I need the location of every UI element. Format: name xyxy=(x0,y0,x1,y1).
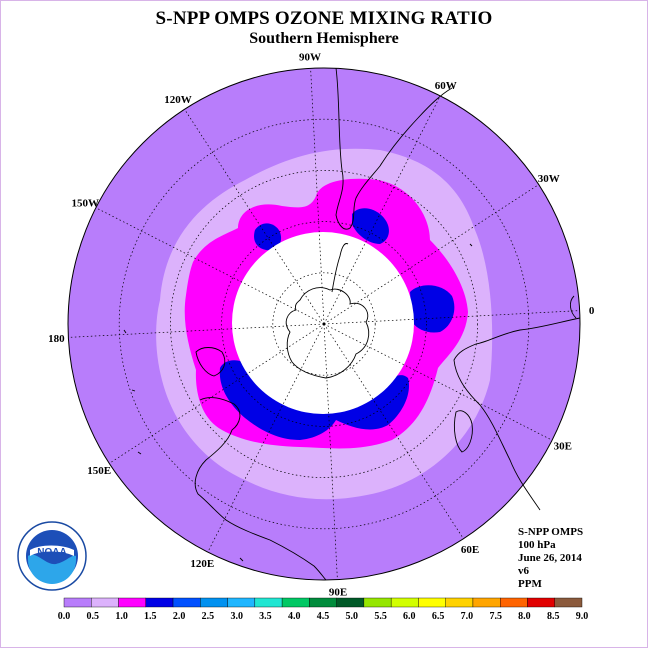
meridian-line xyxy=(323,310,580,325)
colorbar-tick-label: 5.0 xyxy=(346,611,359,622)
meridian-line xyxy=(323,323,464,539)
colorbar-box xyxy=(336,597,365,608)
longitude-label: 0 xyxy=(589,305,595,317)
colorbar-tick-label: 1.5 xyxy=(144,611,157,622)
colorbar-box xyxy=(390,597,419,608)
info-version: v6 xyxy=(518,565,529,577)
meridian-line xyxy=(68,323,325,338)
map-subtitle: Southern Hemisphere xyxy=(249,30,399,47)
colorbar-box xyxy=(227,597,256,608)
south-pole-marker xyxy=(322,322,326,326)
latitude-circle xyxy=(221,221,427,427)
meridian-line xyxy=(310,68,325,325)
colorbar-tick-label: 9.0 xyxy=(576,611,589,622)
colorbar-tick-label: 5.5 xyxy=(374,611,387,622)
coastline-antarctica xyxy=(285,287,370,379)
colorbar-box xyxy=(472,597,501,608)
colorbar-box xyxy=(172,597,201,608)
colorbar-box xyxy=(281,597,310,608)
info-units: PPM xyxy=(518,578,542,590)
colorbar-tick-label: 7.0 xyxy=(461,611,474,622)
product-info: S-NPP OMPS 100 hPa June 26, 2014 v6 PPM xyxy=(518,526,583,591)
coastline-islands xyxy=(123,243,473,562)
colorbar-tick-label: 4.5 xyxy=(317,611,330,622)
colorbar-tick-label: 6.5 xyxy=(432,611,445,622)
longitude-label: 150E xyxy=(87,465,111,477)
colorbar-tick-label: 7.5 xyxy=(489,611,502,622)
meridian-line xyxy=(109,323,325,464)
coastline-south-africa-tip xyxy=(569,295,577,319)
meridian-line xyxy=(323,184,539,325)
coastline-madagascar xyxy=(453,410,473,453)
colorbar-tick-label: 4.0 xyxy=(288,611,301,622)
colorbar-box xyxy=(118,597,146,608)
noaa-logo-text: NOAA xyxy=(37,547,66,558)
colorbar-tick-label: 3.0 xyxy=(230,611,243,622)
colorbar-tick-label: 2.5 xyxy=(202,611,215,622)
colorbar-box xyxy=(63,597,92,608)
longitude-label: 30W xyxy=(538,173,560,185)
noaa-logo: NOAA xyxy=(17,521,87,591)
colorbar-box xyxy=(145,597,174,608)
colorbar-box xyxy=(254,597,283,608)
info-level: 100 hPa xyxy=(518,539,556,551)
longitude-label: 120W xyxy=(164,94,192,106)
coastline-africa xyxy=(453,317,581,511)
colorbar-box xyxy=(445,597,474,608)
longitude-label: 60W xyxy=(435,80,457,92)
graticule xyxy=(68,68,580,580)
coastline-new-zealand xyxy=(195,347,226,377)
latitude-circle xyxy=(170,170,478,478)
colorbar-box xyxy=(418,597,446,608)
meridian-line xyxy=(207,323,325,553)
colorbar-labels: 0.0 0.5 1.0 1.5 2.0 2.5 3.0 3.5 4.0 4.5 5.0 5.5 6.0 6… xyxy=(58,611,589,622)
meridian-line xyxy=(323,95,441,325)
longitude-labels: 90W 60W 30W 0 30E 60E 90E 120E 150E 180 150W 120W xyxy=(48,51,595,598)
colorbar-tick-label: 8.5 xyxy=(547,611,560,622)
longitude-label: 30E xyxy=(554,441,572,453)
colorbar-box xyxy=(363,597,392,608)
colorbar-box xyxy=(554,597,583,608)
colorbar-tick-label: 0.5 xyxy=(87,611,100,622)
colorbar-tick-label: 0.0 xyxy=(58,611,71,622)
latitude-circle xyxy=(118,118,530,530)
coastlines xyxy=(123,67,581,581)
meridian-line xyxy=(184,109,325,325)
colorbar-boxes xyxy=(63,597,583,608)
latitude-circle xyxy=(272,272,376,376)
colorbar-box xyxy=(527,597,555,608)
map-boundary xyxy=(67,67,581,581)
colorbar-box xyxy=(500,597,528,608)
colorbar-tick-label: 6.0 xyxy=(403,611,416,622)
colorbar-box xyxy=(309,597,337,608)
contour-1-5-to-2-0-east xyxy=(410,285,455,333)
longitude-label: 60E xyxy=(461,544,479,556)
meridian-line xyxy=(323,323,338,580)
map-title: S-NPP OMPS OZONE MIXING RATIO xyxy=(155,8,493,29)
coastline-australia xyxy=(194,397,327,581)
longitude-label: 90E xyxy=(329,587,347,599)
meridian-line xyxy=(95,207,325,325)
meridian-line xyxy=(323,323,553,441)
colorbar-tick-label: 8.0 xyxy=(518,611,531,622)
contour-1-5-to-2-0-north xyxy=(352,208,389,244)
colorbar-tick-label: 1.0 xyxy=(115,611,128,622)
longitude-label: 180 xyxy=(48,333,65,345)
coastline-antarctic-peninsula xyxy=(331,243,349,293)
info-product: S-NPP OMPS xyxy=(518,526,584,538)
longitude-label: 90W xyxy=(299,51,321,63)
colorbar-tick-label: 3.5 xyxy=(259,611,272,622)
coastline-south-america xyxy=(335,67,453,230)
info-date: June 26, 2014 xyxy=(518,552,582,564)
longitude-label: 120E xyxy=(190,558,214,570)
contour-1-5-to-2-0-west xyxy=(254,223,282,251)
colorbar-tick-label: 2.0 xyxy=(173,611,186,622)
longitude-label: 150W xyxy=(71,197,99,209)
colorbar-box xyxy=(200,597,228,608)
colorbar-box xyxy=(91,597,119,608)
